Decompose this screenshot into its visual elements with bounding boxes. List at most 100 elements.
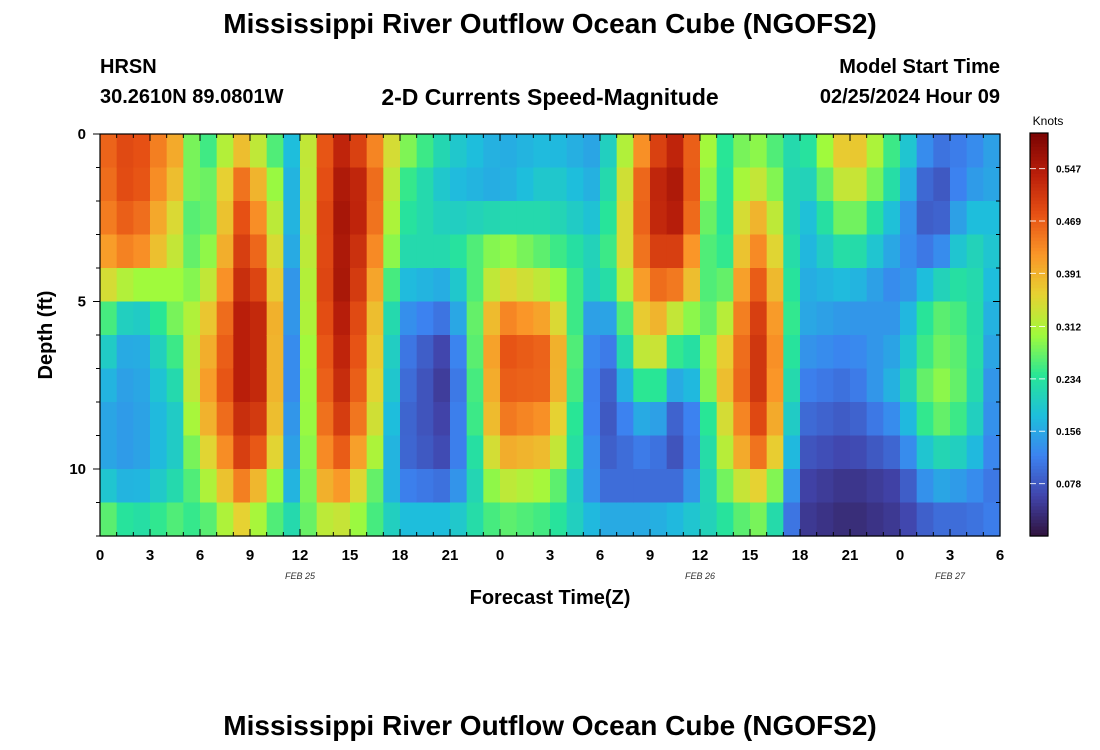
heatmap-cell [333, 335, 351, 370]
heatmap-cell [316, 502, 334, 537]
heatmap-cell [733, 402, 751, 437]
heatmap-cell [316, 469, 334, 504]
heatmap-cell [933, 201, 951, 236]
heatmap-cell [850, 134, 868, 169]
heatmap-cell [100, 435, 118, 470]
x-tick-label: 9 [646, 547, 654, 564]
heatmap-cell [933, 502, 951, 537]
heatmap-cell [466, 402, 484, 437]
x-tick-label: 12 [692, 547, 709, 564]
heatmap-cell [250, 435, 268, 470]
colorbar-segment [1030, 156, 1048, 161]
heatmap-cell [300, 435, 318, 470]
heatmap-cell [666, 402, 684, 437]
heatmap-cell [783, 502, 801, 537]
heatmap-cell [483, 268, 501, 303]
heatmap-cell [266, 469, 284, 504]
heatmap-cell [116, 502, 134, 537]
heatmap-cell [350, 435, 368, 470]
heatmap-cell [983, 368, 1001, 403]
colorbar-segment [1030, 294, 1048, 299]
colorbar-segment [1030, 522, 1048, 527]
heatmap-cell [300, 402, 318, 437]
heatmap-cell [100, 268, 118, 303]
heatmap-cell [650, 402, 668, 437]
heatmap-cell [866, 234, 884, 269]
colorbar-segment [1030, 304, 1048, 309]
colorbar-segment [1030, 159, 1048, 164]
heatmap-cell [333, 167, 351, 202]
heatmap-cell [666, 335, 684, 370]
heatmap-cell [233, 234, 251, 269]
heatmap-cell [700, 435, 718, 470]
heatmap-cell [283, 268, 301, 303]
x-axis-label: Forecast Time(Z) [470, 587, 631, 609]
heatmap-cell [566, 368, 584, 403]
heatmap-cell [683, 502, 701, 537]
colorbar-segment [1030, 384, 1048, 389]
heatmap-cell [516, 234, 534, 269]
heatmap-cell [850, 234, 868, 269]
colorbar-segment [1030, 287, 1048, 292]
y-tick-label: 0 [78, 126, 86, 143]
x-axis: 0 3 6 9 12 15 18 21 0 3 6 9 12 15 18 21 0 3 6 FEB 25 FEB 26 F… [96, 134, 1004, 581]
heatmap-cell [566, 134, 584, 169]
heatmap-cell [466, 301, 484, 336]
heatmap-cell [416, 134, 434, 169]
colorbar-segment [1030, 485, 1048, 490]
colorbar-segment [1030, 452, 1048, 456]
x-tick-label: 21 [442, 547, 459, 564]
colorbar-segment [1030, 492, 1048, 497]
heatmap-cell [966, 335, 984, 370]
heatmap-cell [316, 167, 334, 202]
heatmap-cell [466, 368, 484, 403]
heatmap-cell [950, 201, 968, 236]
heatmap-cell [950, 335, 968, 370]
colorbar-frame [1029, 132, 1049, 537]
heatmap-cell [333, 435, 351, 470]
heatmap-cell [600, 368, 618, 403]
heatmap-cell [716, 502, 734, 537]
heatmap-cell [500, 502, 518, 537]
heatmap-cell [616, 234, 634, 269]
heatmap-cell [950, 167, 968, 202]
heatmap-cell [533, 435, 551, 470]
heatmap-cell [950, 435, 968, 470]
heatmap-cell [300, 167, 318, 202]
heatmap-cell [716, 167, 734, 202]
heatmap-cell [600, 301, 618, 336]
heatmap-cell [233, 301, 251, 336]
heatmap-cell [466, 469, 484, 504]
colorbar-segment [1030, 169, 1048, 174]
heatmap-cell [600, 435, 618, 470]
heatmap-cell [683, 134, 701, 169]
heatmap-cell [350, 402, 368, 437]
heatmap-cell [700, 234, 718, 269]
heatmap-cell [333, 134, 351, 169]
heatmap-cell [633, 234, 651, 269]
heatmap-cell [450, 167, 468, 202]
heatmap-cell [583, 402, 601, 437]
heatmap-cell [883, 268, 901, 303]
heatmap-cell [816, 134, 834, 169]
heatmap-cell [333, 234, 351, 269]
heatmap-cell [883, 368, 901, 403]
heatmap-cell [700, 335, 718, 370]
heatmap-cell [716, 201, 734, 236]
heatmap-cell [600, 469, 618, 504]
heatmap-cell [400, 201, 418, 236]
heatmap-cell [733, 368, 751, 403]
heatmap-cell [800, 234, 818, 269]
heatmap-cell [200, 134, 218, 169]
footer-title: Mississippi River Outflow Ocean Cube (NG… [223, 710, 877, 741]
heatmap-cell [250, 234, 268, 269]
colorbar-segment [1030, 445, 1048, 450]
heatmap-cell [516, 335, 534, 370]
heatmap-cell [916, 335, 934, 370]
heatmap-cell [466, 502, 484, 537]
heatmap-cell [450, 469, 468, 504]
colorbar-segment [1030, 297, 1048, 302]
heatmap-cell [166, 368, 184, 403]
colorbar-segment [1030, 438, 1048, 443]
colorbar-segment [1030, 317, 1048, 322]
